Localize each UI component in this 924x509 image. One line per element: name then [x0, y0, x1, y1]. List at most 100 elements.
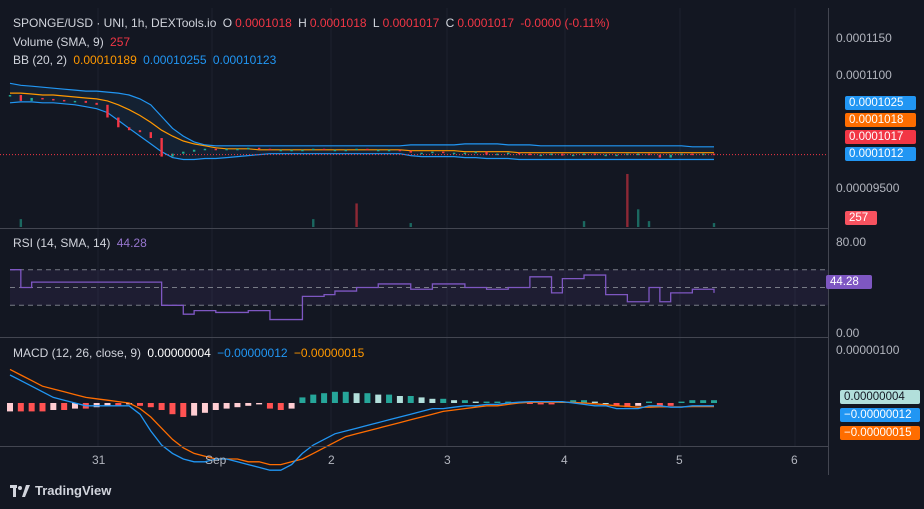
candle-55 [604, 154, 607, 157]
macd-hist-bar-18 [201, 403, 208, 413]
low-value: 0.0001017 [382, 16, 440, 30]
candle-17 [192, 149, 196, 152]
macd-hist-value: 0.00000004 [147, 346, 211, 360]
candle-41 [452, 152, 456, 155]
macd-hist-bar-63 [689, 400, 696, 403]
macd-hist-bar-2 [28, 403, 35, 412]
open-value: 0.0001018 [235, 16, 292, 30]
macd-label: MACD (12, 26, close, 9) [13, 346, 142, 360]
candle-29 [322, 148, 326, 151]
volume-bar-32 [355, 203, 358, 227]
macd-hist-bar-25 [277, 403, 284, 410]
rsi-tick-0: 0.00 [836, 326, 860, 340]
low-label: L [372, 16, 380, 30]
candle-35 [387, 149, 391, 152]
price-pane[interactable] [0, 82, 828, 161]
macd-hist-label: 0.00000004 [840, 390, 920, 404]
macd-hist-bar-8 [93, 403, 100, 408]
macd-hist-bar-33 [364, 393, 371, 403]
macd-hist-bar-0 [7, 403, 13, 412]
candle-59 [647, 153, 651, 156]
time-tick-sep: Sep [205, 453, 227, 467]
time-tick-4: 4 [561, 453, 568, 467]
macd-hist-bar-60 [656, 403, 663, 406]
macd-hist-bar-39 [429, 398, 436, 403]
rsi-current-label: 44.28 [826, 275, 872, 289]
macd-hist-bar-45 [494, 401, 501, 403]
change-value: -0.0000 (-0.11%) [520, 16, 610, 30]
volume-price-label: 257 [845, 211, 877, 225]
macd-hist-bar-29 [321, 393, 328, 403]
macd-hist-bar-4 [50, 403, 57, 410]
close-label: C [445, 16, 455, 30]
macd-hist-bar-23 [256, 403, 263, 405]
candle-31 [344, 149, 347, 152]
candle-19 [214, 148, 217, 151]
macd-hist-bar-55 [602, 403, 609, 404]
macd-pane[interactable] [7, 368, 717, 471]
tradingview-footer[interactable]: TradingView [10, 483, 111, 498]
macd-hist-bar-52 [570, 400, 577, 403]
bb-upper-value: 0.00010255 [143, 53, 207, 67]
candle-42 [463, 152, 467, 155]
macd-hist-bar-56 [613, 403, 620, 406]
volume-legend[interactable]: Volume (SMA, 9) 257 [13, 35, 133, 49]
tradingview-brand: TradingView [35, 483, 112, 498]
macd-hist-bar-9 [104, 403, 111, 406]
time-tick-6: 6 [791, 453, 798, 467]
candle-27 [301, 149, 304, 152]
rsi-legend[interactable]: RSI (14, SMA, 14) 44.28 [13, 236, 150, 250]
candle-7 [84, 100, 88, 103]
macd-hist-bar-37 [407, 396, 414, 403]
candle-64 [701, 153, 705, 156]
candle-33 [366, 148, 369, 151]
candle-61 [669, 154, 672, 158]
volume-bar-59 [647, 221, 651, 227]
candle-16 [182, 151, 185, 154]
candle-0 [8, 95, 12, 97]
candle-46 [507, 152, 510, 155]
macd-hist-bar-3 [39, 403, 46, 412]
macd-hist-bar-28 [310, 394, 317, 403]
macd-hist-bar-43 [472, 401, 479, 403]
candle-14 [160, 138, 163, 157]
macd-hist-bar-17 [191, 403, 198, 416]
bb-upper-line [9, 82, 714, 148]
macd-legend[interactable]: MACD (12, 26, close, 9) 0.00000004 −0.00… [13, 346, 367, 360]
volume-bar-57 [626, 173, 629, 227]
macd-hist-bar-50 [548, 403, 555, 405]
macd-hist-bar-59 [646, 401, 653, 403]
macd-hist-bar-15 [169, 403, 176, 415]
macd-hist-bar-12 [136, 403, 143, 406]
candle-32 [355, 148, 358, 151]
symbol-title[interactable]: SPONGE/USD · UNI, 1h, DEXTools.io [13, 16, 217, 30]
candle-50 [550, 153, 553, 156]
macd-hist-bar-19 [212, 403, 219, 410]
rsi-tick-80: 80.00 [836, 235, 867, 249]
candle-24 [268, 148, 272, 151]
bb-basis-line [10, 92, 714, 154]
price-tick-1: 0.0001150 [836, 31, 892, 45]
grid [97, 8, 796, 446]
macd-hist-bar-6 [71, 403, 78, 409]
candle-49 [539, 154, 542, 157]
candle-48 [528, 153, 532, 156]
rsi-line [10, 269, 715, 321]
macd-hist-bar-58 [635, 403, 642, 406]
candle-34 [377, 149, 380, 152]
candle-38 [420, 152, 423, 155]
rsi-pane[interactable] [10, 269, 828, 321]
rsi-value: 44.28 [116, 236, 147, 250]
candle-45 [496, 153, 499, 156]
candle-6 [73, 100, 77, 103]
macd-hist-bar-36 [396, 396, 403, 403]
macd-hist-bar-5 [61, 403, 68, 410]
macd-line [9, 374, 714, 471]
volume-pane [19, 173, 716, 227]
macd-hist-bar-31 [342, 391, 349, 403]
volume-bar-1 [19, 219, 23, 227]
candle-39 [431, 151, 434, 154]
bb-legend[interactable]: BB (20, 2) 0.00010189 0.00010255 0.00010… [13, 53, 279, 67]
